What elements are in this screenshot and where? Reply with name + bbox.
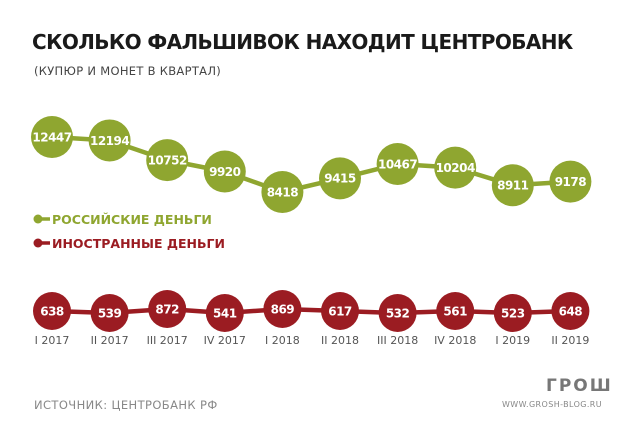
russian-series-point <box>491 164 534 207</box>
russian-series-point <box>376 143 419 186</box>
x-tick-label: IV 2018 <box>434 334 476 347</box>
legend-label: ИНОСТРАННЫЕ ДЕНЬГИ <box>52 236 225 251</box>
russian-series-point <box>549 160 592 203</box>
russian-series-data-label: 9415 <box>324 172 356 186</box>
russian-series-data-label: 9920 <box>209 165 241 179</box>
foreign-series-data-label: 638 <box>40 304 64 318</box>
x-tick-label: I 2018 <box>265 334 300 347</box>
x-tick-label: II 2017 <box>91 334 129 347</box>
chart-title: СКОЛЬКО ФАЛЬШИВОК НАХОДИТ ЦЕНТРОБАНК <box>32 30 573 54</box>
russian-series-data-label: 12447 <box>32 130 71 144</box>
x-tick-label: II 2019 <box>551 334 589 347</box>
russian-series-data-label: 8911 <box>497 179 529 193</box>
russian-series-data-label: 10467 <box>378 157 417 171</box>
russian-series-point <box>261 171 304 213</box>
foreign-series-point <box>33 292 71 330</box>
foreign-series-point <box>378 294 417 332</box>
foreign-series-point <box>493 294 532 332</box>
russian-series-data-label: 8418 <box>267 185 299 199</box>
foreign-series-point <box>148 290 187 328</box>
foreign-series-data-label: 869 <box>271 302 295 316</box>
foreign-series-data-label: 648 <box>559 304 583 318</box>
foreign-series-data-label: 561 <box>443 304 467 318</box>
foreign-series-point <box>321 292 359 330</box>
foreign-series-point <box>205 294 244 332</box>
russian-series-data-label: 9178 <box>555 175 587 189</box>
russian-series-point <box>88 119 131 162</box>
foreign-series-point <box>436 292 475 330</box>
x-tick-label: IV 2017 <box>204 334 246 347</box>
foreign-series-data-label: 872 <box>155 302 179 316</box>
legend-label: РОССИЙСКИЕ ДЕНЬГИ <box>52 212 212 227</box>
source-note: ИСТОЧНИК: ЦЕНТРОБАНК РФ <box>34 398 218 412</box>
foreign-series-point <box>263 290 302 328</box>
russian-series-point <box>434 146 477 189</box>
foreign-series-point <box>90 294 129 332</box>
foreign-series-data-label: 532 <box>386 306 410 320</box>
brand-logo: ГРОШ <box>546 376 613 396</box>
russian-series-point <box>203 150 246 193</box>
foreign-series-data-label: 541 <box>213 306 237 320</box>
russian-series-data-label: 10752 <box>148 153 187 167</box>
foreign-series-point <box>551 292 590 330</box>
chart-subtitle: (КУПЮР И МОНЕТ В КВАРТАЛ) <box>34 64 222 78</box>
x-tick-label: III 2017 <box>147 334 188 347</box>
russian-series-line <box>49 134 573 195</box>
x-tick-label: III 2018 <box>377 334 418 347</box>
foreign-series-data-label: 617 <box>328 304 352 318</box>
russian-series-point <box>31 116 73 158</box>
x-tick-label: I 2019 <box>495 334 530 347</box>
foreign-series-line <box>49 306 573 316</box>
foreign-series-data-label: 539 <box>98 306 122 320</box>
brand-url: WWW.GROSH-BLOG.RU <box>502 400 603 409</box>
russian-series-data-label: 12194 <box>90 134 129 148</box>
x-tick-label: II 2018 <box>321 334 359 347</box>
x-tick-label: I 2017 <box>35 334 70 347</box>
russian-series-data-label: 10204 <box>436 161 475 175</box>
russian-series-point <box>319 157 361 200</box>
foreign-series-data-label: 523 <box>501 306 525 320</box>
russian-series-point <box>146 139 189 182</box>
